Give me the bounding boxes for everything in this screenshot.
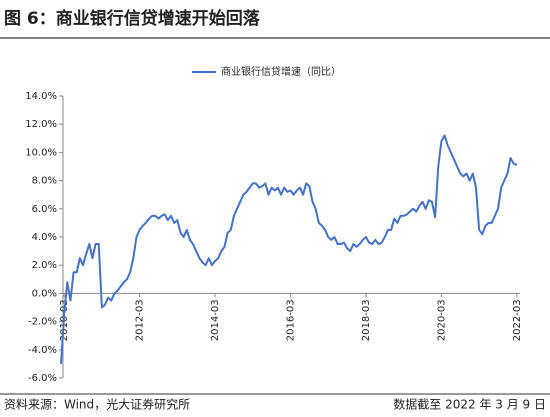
y-tick-label: 8.0% — [32, 176, 57, 187]
y-tick-label: 2.0% — [32, 260, 57, 271]
x-tick-label: 2018-03 — [361, 299, 372, 341]
y-tick-label: 14.0% — [25, 91, 57, 102]
chart-title: 图 6：商业银行信贷增速开始回落 — [4, 8, 261, 29]
x-tick-label: 2016-03 — [286, 299, 297, 341]
y-tick-label: -4.0% — [28, 345, 57, 356]
legend-label: 商业银行信贷增速（同比） — [221, 65, 341, 78]
y-tick-label: 10.0% — [25, 147, 57, 158]
y-tick-label: 4.0% — [32, 232, 57, 243]
y-tick-label: 0.0% — [32, 288, 57, 299]
y-tick-label: -2.0% — [28, 317, 57, 328]
source: 资料来源：Wind，光大证券研究所 — [4, 397, 190, 412]
data-line — [60, 134, 518, 364]
x-tick-label: 2012-03 — [135, 299, 146, 341]
y-tick-label: 12.0% — [25, 119, 57, 130]
y-tick-label: 6.0% — [32, 204, 57, 215]
x-tick-label: 2014-03 — [210, 299, 221, 341]
y-tick-label: -6.0% — [28, 373, 57, 384]
x-tick-label: 2022-03 — [512, 299, 523, 341]
note: 数据截至 2022 年 3 月 9 日 — [393, 397, 546, 412]
x-tick-label: 2020-03 — [436, 299, 447, 341]
